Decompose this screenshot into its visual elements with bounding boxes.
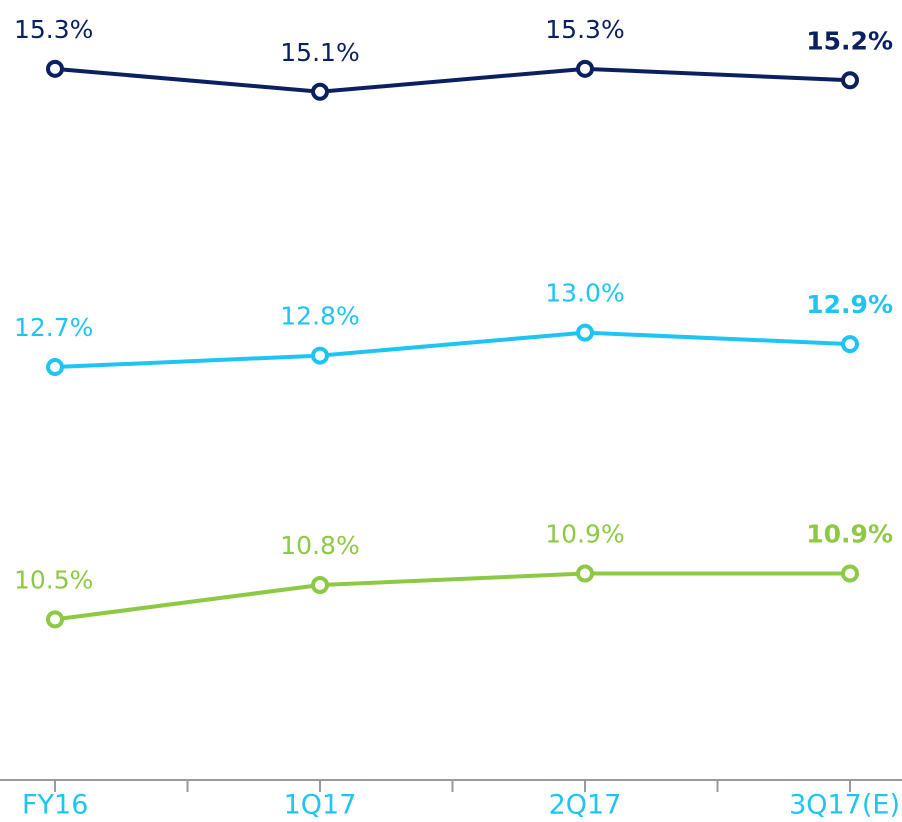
data-point	[576, 564, 594, 583]
x-tick-label: 3Q17(E)	[789, 790, 900, 821]
data-label: 12.9%	[806, 290, 893, 319]
data-label: 10.9%	[545, 520, 624, 549]
series-line	[54, 571, 850, 622]
data-point	[841, 564, 859, 583]
data-point	[311, 82, 329, 101]
data-point	[311, 346, 329, 365]
data-label: 10.5%	[14, 565, 93, 594]
data-label: 10.8%	[280, 531, 359, 560]
data-point	[576, 59, 594, 78]
data-label: 12.8%	[280, 302, 359, 331]
data-point	[46, 59, 64, 78]
data-label: 10.9%	[806, 520, 893, 549]
series-line	[54, 66, 851, 94]
data-point	[841, 71, 859, 90]
x-tick-label: FY16	[22, 790, 88, 821]
x-tick-label: 2Q17	[549, 790, 622, 821]
data-label: 13.0%	[545, 279, 624, 308]
series-line	[54, 330, 851, 370]
data-label: 15.2%	[806, 26, 893, 55]
data-label: 15.3%	[545, 15, 624, 44]
data-point	[46, 358, 64, 377]
data-label: 15.3%	[14, 15, 93, 44]
data-point	[46, 610, 64, 629]
data-label: 12.7%	[14, 313, 93, 342]
x-tick-label: 1Q17	[284, 790, 357, 821]
data-point	[841, 335, 859, 354]
data-point	[576, 323, 594, 342]
data-label: 15.1%	[280, 38, 359, 67]
data-point	[311, 576, 329, 594]
